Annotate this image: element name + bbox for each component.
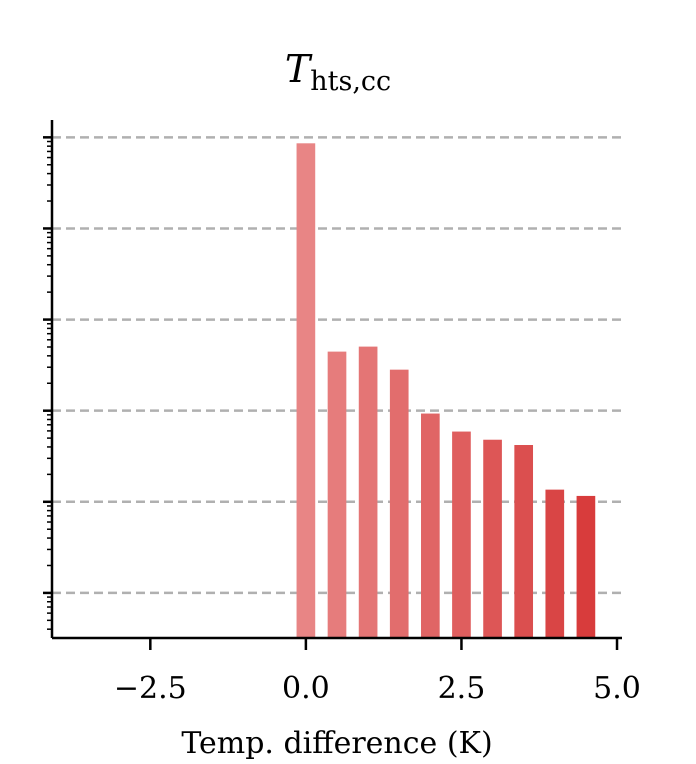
- bar: [358, 346, 378, 638]
- bar: [389, 369, 409, 638]
- bar: [545, 489, 565, 638]
- title-main: T: [285, 47, 313, 91]
- bar: [327, 351, 347, 638]
- title-subscript: hts,cc: [310, 66, 391, 97]
- bar: [576, 495, 596, 638]
- x-tick-label: 0.0: [282, 671, 330, 706]
- bar: [483, 439, 502, 638]
- x-tick-label: 5.0: [593, 671, 641, 706]
- x-tick-label: 2.5: [438, 671, 486, 706]
- bar: [421, 413, 440, 638]
- x-tick-label: −2.5: [114, 671, 187, 706]
- bar: [296, 143, 316, 639]
- bar: [514, 445, 534, 638]
- bar: [452, 431, 471, 638]
- chart-title: Thts,cc: [285, 47, 391, 97]
- x-axis-label: Temp. difference (K): [181, 726, 492, 761]
